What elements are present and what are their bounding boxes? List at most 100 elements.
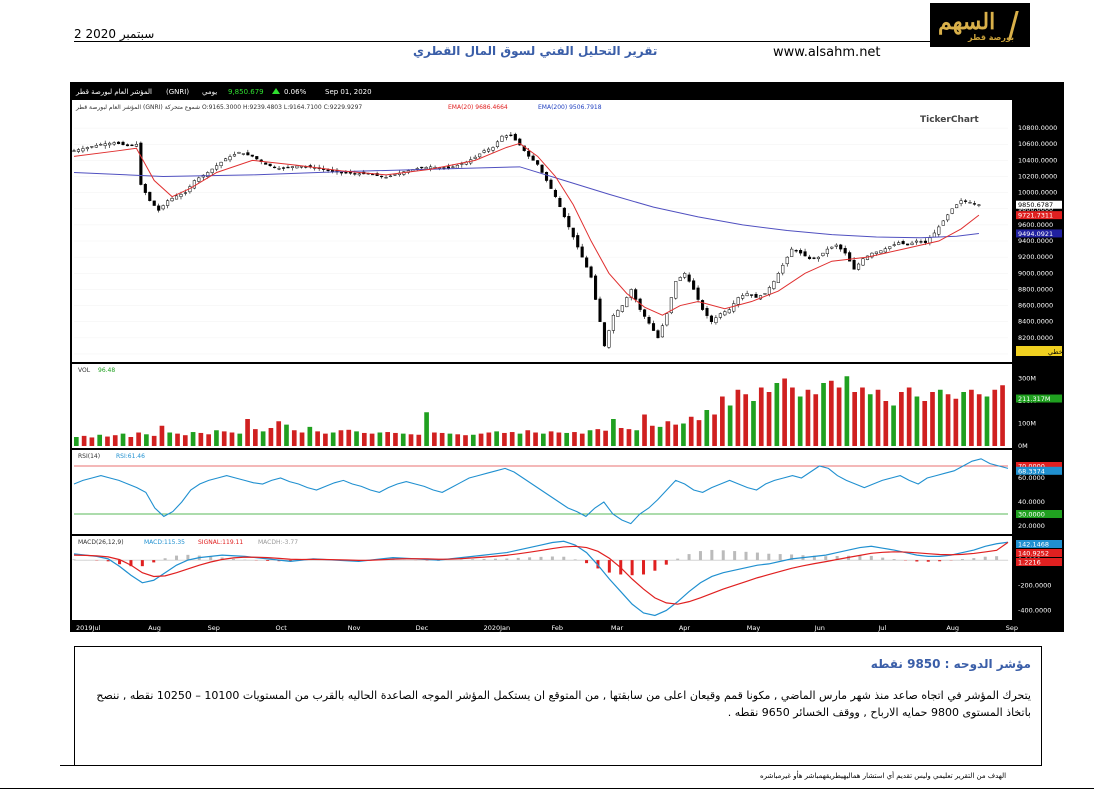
- website-link[interactable]: www.alsahm.net: [773, 45, 881, 60]
- candle-body: [495, 141, 500, 147]
- candle-body: [255, 156, 259, 160]
- candle-body: [634, 289, 638, 300]
- volume-bar: [307, 426, 313, 446]
- rsi-tag-label: 68.3374: [1018, 467, 1045, 475]
- candle-body: [705, 308, 709, 316]
- macd-tick-label: -400.0000: [1018, 606, 1051, 614]
- price-tick-label: 8600.0000: [1018, 302, 1053, 310]
- candle-body: [339, 172, 344, 174]
- volume-bar: [323, 433, 328, 446]
- candle-body: [669, 297, 673, 314]
- candle-body: [487, 148, 491, 152]
- candle-body: [812, 257, 816, 259]
- candle-body: [683, 273, 687, 278]
- volume-bar: [424, 412, 429, 446]
- candle-body: [602, 322, 607, 347]
- candle-body: [972, 203, 977, 205]
- volume-bar: [844, 376, 850, 446]
- candle-body: [647, 316, 651, 324]
- macd-histogram-bar: [585, 560, 589, 564]
- volume-bar: [89, 437, 95, 446]
- volume-bar: [976, 394, 982, 446]
- volume-bar: [564, 432, 570, 446]
- candle-body: [183, 192, 187, 194]
- macd-histogram-bar: [266, 560, 270, 561]
- volume-value: 96.48: [98, 367, 115, 374]
- volume-bar: [735, 389, 741, 446]
- volume-bar: [198, 432, 204, 446]
- ema20-line: [73, 142, 980, 316]
- volume-bar: [167, 432, 173, 446]
- volume-bar: [914, 396, 920, 446]
- candle-body: [932, 232, 936, 238]
- candle-body: [197, 177, 201, 182]
- candle-body: [281, 167, 286, 169]
- x-tick-label: Feb: [551, 624, 563, 632]
- candle-body: [544, 171, 549, 181]
- candle-body: [906, 243, 910, 246]
- candle-body: [99, 143, 103, 146]
- volume-bar: [984, 396, 990, 446]
- rsi-tag: [1016, 510, 1062, 518]
- volume-bar: [766, 392, 772, 446]
- volume-bar: [393, 432, 398, 446]
- candle-body: [224, 158, 228, 162]
- volume-bar: [673, 424, 678, 446]
- signal-value: SIGNAL:119.11: [198, 539, 243, 546]
- candle-body: [380, 175, 384, 178]
- up-arrow-icon: [272, 88, 280, 94]
- volume-bar: [299, 432, 305, 446]
- volume-bar: [144, 434, 149, 446]
- volume-bar: [245, 419, 250, 446]
- candle-body: [500, 135, 504, 142]
- macd-histogram-bar: [129, 560, 133, 567]
- volume-bar: [813, 394, 819, 446]
- alsahm-logo: السهم بورصة قطر: [930, 3, 1030, 47]
- candle-body: [821, 252, 825, 256]
- candle-body: [567, 216, 571, 228]
- volume-bar: [782, 378, 787, 446]
- volume-bar: [657, 426, 663, 446]
- candle-body: [937, 226, 941, 235]
- macd-histogram-bar: [938, 560, 942, 562]
- macd-histogram-bar: [288, 560, 292, 562]
- candle-body: [72, 150, 76, 152]
- candle-body: [522, 145, 526, 151]
- panel-last: 9,850.679: [228, 88, 264, 96]
- macd-tick-label: -200.0000: [1018, 581, 1051, 589]
- candle-body: [696, 287, 700, 300]
- signal-line: [73, 541, 1009, 605]
- macd-histogram-bar: [607, 560, 611, 573]
- macd-histogram-bar: [698, 551, 702, 561]
- volume-bar: [696, 420, 702, 446]
- volume-label: VOL: [78, 367, 91, 374]
- x-tick-label: Sep: [1006, 624, 1018, 632]
- macd-plot-area: [72, 536, 1012, 620]
- volume-bar: [455, 434, 461, 446]
- candle-body: [393, 174, 397, 176]
- rsi-tick-label: 40.0000: [1018, 498, 1045, 506]
- candle-body: [130, 144, 134, 147]
- volume-bar: [712, 414, 717, 446]
- candle-body: [955, 204, 959, 209]
- candle-body: [656, 330, 660, 339]
- volume-bar: [97, 434, 103, 446]
- candle-body: [776, 273, 780, 283]
- macd-histogram-bar: [505, 558, 509, 561]
- rsi-plot: [73, 458, 1009, 525]
- x-tick-label: Nov: [348, 624, 361, 632]
- candle-body: [290, 166, 294, 168]
- macd-histogram-bar: [642, 560, 646, 575]
- volume-bar: [899, 392, 904, 446]
- candle-body: [892, 244, 896, 246]
- volume-bar: [478, 433, 484, 446]
- volume-bar: [704, 410, 710, 446]
- commentary-body: يتحرك المؤشر في اتجاه صاعد منذ شهر مارس …: [96, 689, 1031, 719]
- volume-bar: [105, 436, 110, 446]
- candle-body: [968, 202, 972, 204]
- volume-bar: [743, 394, 749, 446]
- candle-body: [852, 260, 856, 270]
- candle-body: [442, 167, 446, 169]
- commentary-title: مؤشر الدوحه : 9850 نقطه: [870, 657, 1031, 671]
- candle-body: [598, 298, 602, 322]
